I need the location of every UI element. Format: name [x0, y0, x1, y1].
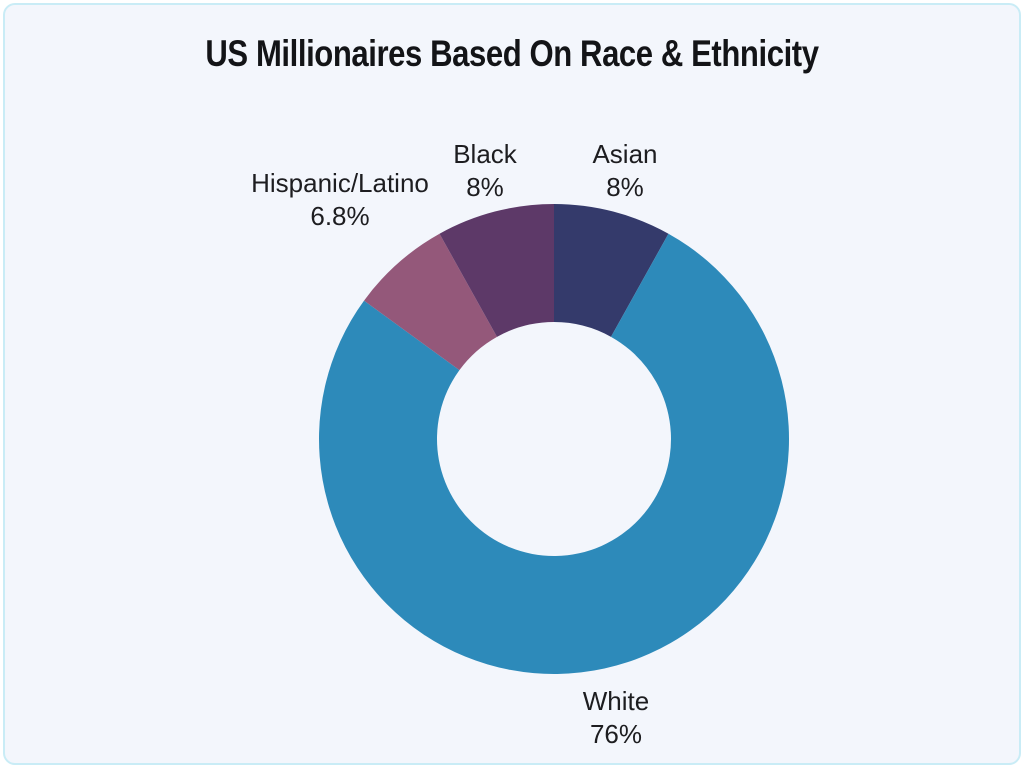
slice-label-hispanic-latino: Hispanic/Latino 6.8%: [251, 168, 429, 231]
slice-label-asian: Asian 8%: [592, 139, 657, 202]
chart-title: US Millionaires Based On Race & Ethnicit…: [205, 33, 819, 74]
chart-card: US Millionaires Based On Race & Ethnicit…: [3, 3, 1021, 765]
donut-slice-asian: [554, 204, 669, 337]
donut-chart: Asian 8% White 76% Hispanic/Latino 6.8% Black 8…: [251, 139, 790, 749]
donut-slice-white: [319, 233, 790, 674]
slice-label-black: Black 8%: [453, 139, 518, 202]
slice-label-white: White 76%: [583, 686, 649, 749]
donut-slice-black: [439, 204, 554, 337]
donut-slice-hispanic-latino: [364, 233, 498, 371]
